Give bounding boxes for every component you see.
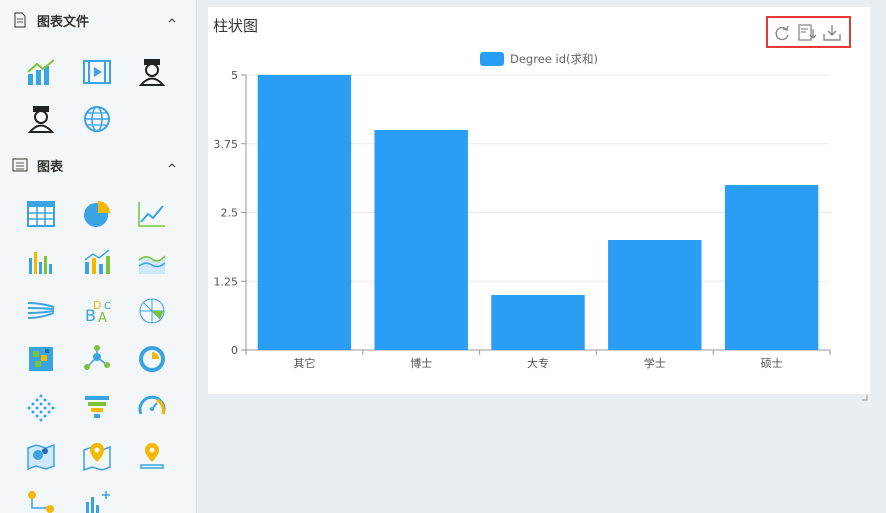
chevron-up-icon[interactable] <box>166 11 178 23</box>
sidebar: 图表文件 图表 <box>0 0 197 513</box>
pie-chart-icon[interactable] <box>81 198 113 230</box>
bar[interactable] <box>257 75 352 350</box>
line-chart-icon[interactable] <box>136 198 168 230</box>
location-marker-icon[interactable] <box>136 440 168 472</box>
add-chart-icon[interactable] <box>81 488 113 513</box>
map-pin-icon[interactable] <box>81 440 113 472</box>
y-tick-label: 0 <box>231 344 238 357</box>
y-tick-label: 1.25 <box>214 275 239 288</box>
svg-text:D: D <box>93 299 101 312</box>
x-tick-label: 博士 <box>410 357 432 370</box>
resize-handle[interactable] <box>862 386 868 401</box>
ring-progress-icon[interactable] <box>136 343 168 375</box>
sort-icon[interactable] <box>797 23 817 43</box>
y-tick-label: 3.75 <box>214 138 239 151</box>
funnel-icon[interactable] <box>81 391 113 423</box>
scatter-icon[interactable] <box>25 391 57 423</box>
legend-swatch[interactable] <box>480 52 504 66</box>
section-chart-files[interactable]: 图表文件 <box>0 5 196 35</box>
svg-text:A: A <box>98 311 107 326</box>
map-icon[interactable] <box>25 440 57 472</box>
chevron-up-icon[interactable] <box>166 156 178 168</box>
bar[interactable] <box>374 130 468 350</box>
x-tick-label: 其它 <box>293 356 315 370</box>
section-title: 图表文件 <box>37 15 90 30</box>
chart-panel: 柱状图 Degree id(求和) 0 1.25 2.5 3.75 5 其它 博士 大专 学士 硕士 <box>208 7 870 401</box>
user-icon[interactable] <box>136 56 168 88</box>
route-icon[interactable] <box>25 488 57 513</box>
bar-chart: Degree id(求和) 0 1.25 2.5 3.75 5 其它 博士 大专 学士 硕士 <box>214 52 831 370</box>
section-charts[interactable]: 图表 <box>0 150 196 180</box>
refresh-icon[interactable] <box>772 23 792 43</box>
y-tick-label: 5 <box>231 69 238 82</box>
x-tick-label: 大专 <box>527 356 549 370</box>
y-tick-label: 2.5 <box>221 207 239 220</box>
combo-chart-icon[interactable] <box>81 246 113 278</box>
page-title: 柱状图 <box>213 17 259 35</box>
x-tick-label: 学士 <box>644 356 666 370</box>
download-icon[interactable] <box>822 23 842 43</box>
svg-text:B: B <box>85 306 96 325</box>
video-icon[interactable] <box>81 56 113 88</box>
document-icon <box>12 12 28 28</box>
bar-chart-icon[interactable] <box>25 246 57 278</box>
heatmap-icon[interactable] <box>25 343 57 375</box>
table-icon[interactable] <box>25 198 57 230</box>
svg-text:C: C <box>104 301 111 312</box>
bar[interactable] <box>608 240 702 350</box>
bar[interactable] <box>724 185 819 350</box>
legend-label[interactable]: Degree id(求和) <box>510 52 598 66</box>
user-icon[interactable] <box>25 103 57 135</box>
globe-icon[interactable] <box>81 103 113 135</box>
bar[interactable] <box>491 295 585 350</box>
x-tick-label: 硕士 <box>761 357 783 370</box>
funnel-flow-icon[interactable] <box>25 295 57 327</box>
area-chart-icon[interactable] <box>136 246 168 278</box>
gauge-icon[interactable] <box>136 391 168 423</box>
radar-chart-icon[interactable] <box>136 295 168 327</box>
line-bar-chart-icon[interactable] <box>25 56 57 88</box>
chart-toolbar <box>766 16 851 48</box>
network-graph-icon[interactable] <box>81 343 113 375</box>
list-icon <box>12 157 28 173</box>
section-title: 图表 <box>37 160 64 175</box>
